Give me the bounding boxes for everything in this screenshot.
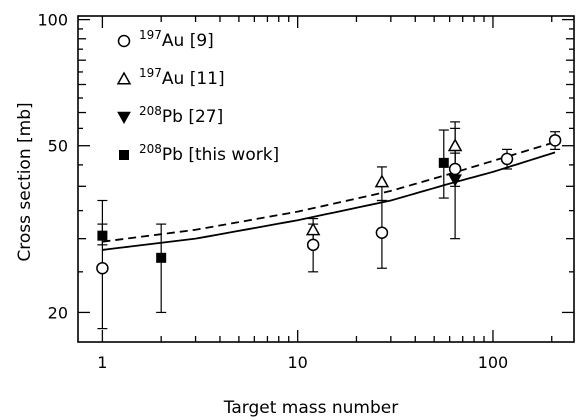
legend-marker [119,150,129,160]
legend-label: 197Au [11] [139,66,225,89]
data-point-au-11 [305,222,321,236]
data-point-pb-this-work [97,230,108,241]
data-point-au-11 [447,138,463,152]
legend-label: 208Pb [27] [139,104,223,127]
legend: 197Au [9] 197Au [11] 208Pb [27] 208Pb [this… [116,28,279,165]
x-tick-label: 10 [288,353,308,372]
x-axis-title: Target mass number [223,398,398,418]
data-point-au-9 [375,226,389,239]
data-point-au-9 [548,134,562,147]
data-point-au-9 [96,261,109,275]
data-point-au-9 [306,238,320,252]
plot-frame [77,15,575,343]
data-point-au-9 [448,162,462,176]
y-tick-label: 100 [37,11,68,30]
legend-marker [116,71,132,85]
data-point-pb-27 [448,174,462,187]
data-point-au-9 [500,152,514,166]
data-point-pb-this-work [156,252,167,263]
legend-marker [117,111,131,125]
x-tick-label: 1 [97,353,107,372]
y-axis-title: Cross section [mb] [15,102,35,261]
y-tick-label: 50 [48,137,68,156]
fit-curve-dashed [102,141,556,243]
data-point-au-11 [374,174,390,188]
y-tick-label: 20 [48,303,68,322]
legend-marker [117,34,131,48]
data-point-pb-this-work [438,157,449,168]
x-tick-label: 100 [478,353,509,372]
legend-label: 197Au [9] [139,28,214,51]
fit-curve-solid [102,151,556,251]
legend-label: 208Pb [this work] [139,142,279,165]
